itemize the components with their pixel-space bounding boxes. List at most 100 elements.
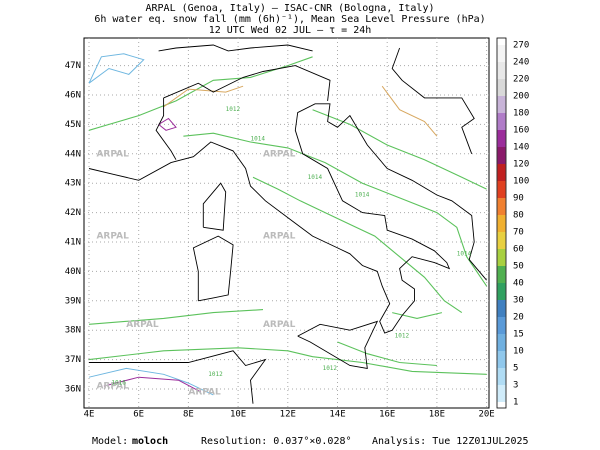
watermark: ARPAL <box>188 387 221 397</box>
y-tick-label: 43N <box>65 179 81 189</box>
colorbar-label: 160 <box>513 126 529 136</box>
isobar <box>392 312 443 319</box>
isobar-label: 1014 <box>457 250 472 257</box>
colorbar-segment <box>497 232 506 249</box>
colorbar-label: 30 <box>513 296 524 306</box>
colorbar-label: 50 <box>513 262 524 272</box>
y-tick-label: 39N <box>65 296 81 306</box>
isobar-label: 1012 <box>226 106 241 113</box>
isobar-label: 1012 <box>323 365 338 372</box>
colorbar-segment <box>497 62 506 79</box>
x-tick-label: 12E <box>280 410 296 420</box>
footer-analysis: Analysis: Tue 12Z01JUL2025 <box>372 436 529 447</box>
watermark: ARPAL <box>263 320 296 330</box>
colorbar-label: 90 <box>513 194 524 204</box>
precip-contour <box>158 117 177 131</box>
colorbar-label: 60 <box>513 245 524 255</box>
coastline <box>202 182 227 231</box>
x-tick-label: 8E <box>183 410 194 420</box>
colorbar-label: 220 <box>513 75 529 85</box>
coastline <box>192 235 234 302</box>
watermark: ARPAL <box>96 232 129 242</box>
colorbar-segment <box>497 164 506 181</box>
colorbar-segment <box>497 198 506 215</box>
colorbar-label: 40 <box>513 279 524 289</box>
isobar-label: 1016 <box>111 380 126 387</box>
isobar <box>88 347 487 375</box>
colorbar-segment <box>497 147 506 164</box>
y-tick-label: 44N <box>65 149 81 159</box>
isobar <box>337 341 437 367</box>
y-tick-label: 41N <box>65 238 81 248</box>
colorbar-label: 70 <box>513 228 524 238</box>
watermark: ARPAL <box>96 382 129 392</box>
colorbar-segment <box>497 351 506 368</box>
precip-contour <box>381 85 438 137</box>
y-tick-label: 45N <box>65 120 81 130</box>
precip-contour <box>88 367 214 396</box>
y-tick-label: 40N <box>65 267 81 277</box>
colorbar-segment <box>497 130 506 147</box>
colorbar-segment <box>497 300 506 317</box>
colorbar-segment <box>497 215 506 232</box>
colorbar-segment <box>497 96 506 113</box>
y-tick-label: 37N <box>65 355 81 365</box>
footer-resolution: Resolution: 0.037°×0.028° <box>201 436 352 447</box>
colorbar-label: 5 <box>513 364 518 374</box>
y-tick-label: 42N <box>65 208 81 218</box>
coastline <box>88 103 487 334</box>
watermark: ARPAL <box>126 320 159 330</box>
colorbar-segment <box>497 334 506 351</box>
isobar <box>88 56 313 131</box>
x-tick-label: 18E <box>429 410 445 420</box>
footer-model: moloch <box>132 436 168 447</box>
colorbar-label: 120 <box>513 160 529 170</box>
x-tick-label: 14E <box>329 410 345 420</box>
colorbar-label: 15 <box>513 330 524 340</box>
colorbar-segment <box>497 385 506 402</box>
isobar-label: 1014 <box>251 136 266 143</box>
coastline <box>89 350 267 404</box>
precip-contour <box>163 85 244 108</box>
y-tick-label: 36N <box>65 385 81 395</box>
colorbar-label: 10 <box>513 347 524 357</box>
coastline <box>163 65 331 101</box>
title-line: 12 UTC Wed 02 JUL — τ = 24h <box>209 25 372 36</box>
title-line: 6h water eq. snow fall (mm (6h)⁻¹), Mean… <box>94 14 485 25</box>
x-tick-label: 6E <box>133 410 144 420</box>
colorbar-label: 80 <box>513 211 524 221</box>
colorbar-segment <box>497 283 506 300</box>
colorbar-segment <box>497 45 506 62</box>
watermark: ARPAL <box>263 149 296 159</box>
colorbar-label: 3 <box>513 381 518 391</box>
isobar-label: 1012 <box>395 333 410 340</box>
coastline <box>391 47 475 154</box>
colorbar-segment <box>497 249 506 266</box>
precip-contour <box>88 53 145 84</box>
coastline <box>158 44 313 52</box>
y-tick-label: 47N <box>65 61 81 71</box>
watermark: ARPAL <box>263 232 296 242</box>
colorbar-label: 270 <box>513 41 529 51</box>
isobar <box>252 176 463 314</box>
isobar <box>183 132 488 287</box>
colorbar-label: 180 <box>513 109 529 119</box>
watermark: ARPAL <box>96 149 129 159</box>
colorbar-segment <box>497 181 506 198</box>
coastline <box>155 97 177 160</box>
footer-label: Model: <box>92 436 128 447</box>
x-tick-label: 16E <box>379 410 395 420</box>
colorbar-label: 1 <box>513 398 518 408</box>
map-frame <box>83 37 490 409</box>
map-layer: ARPAL ARPAL ARPAL ARPAL ARPAL ARPAL ARPAL ARPAL… <box>84 38 489 408</box>
colorbar-segment <box>497 113 506 130</box>
colorbar-label: 240 <box>513 58 529 68</box>
colorbar-label: 200 <box>513 92 529 102</box>
isobar-label: 1012 <box>208 371 223 378</box>
colorbar-segment <box>497 266 506 283</box>
isobar <box>88 309 264 325</box>
x-tick-label: 4E <box>84 410 95 420</box>
y-tick-label: 46N <box>65 91 81 101</box>
